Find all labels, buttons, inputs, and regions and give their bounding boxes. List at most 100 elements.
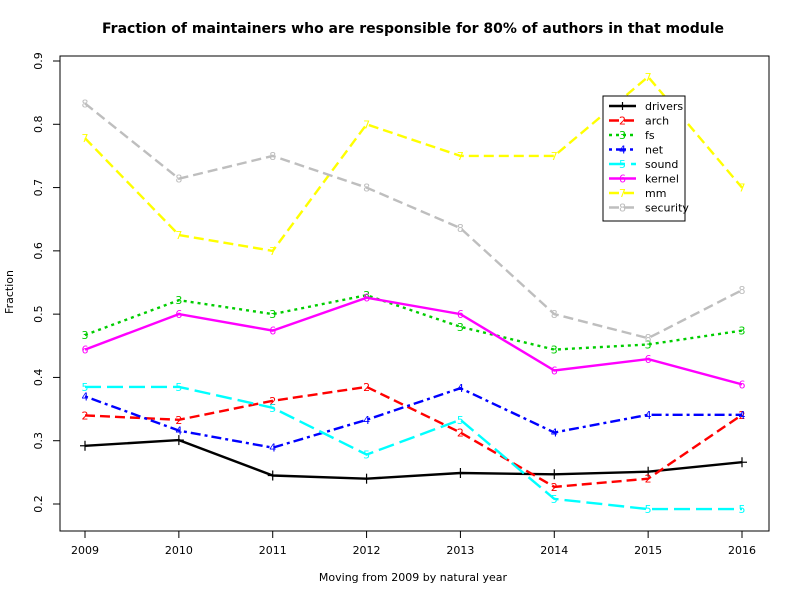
- series-line-drivers: [84, 438, 743, 480]
- data-point-sound: 5: [175, 381, 182, 394]
- data-point-mm: 7: [363, 118, 370, 131]
- series-kernel: 6 6 6 6 6 6 6 6: [82, 292, 746, 392]
- series-security: 8 8 8 8 8 8 8 8: [82, 97, 746, 345]
- series-line-sound: [85, 385, 742, 511]
- data-point-sound: 5: [82, 381, 89, 394]
- x-tick-label: 2009: [71, 544, 99, 557]
- legend-item-security: 8 security: [609, 202, 689, 215]
- data-point-security: 8: [457, 222, 464, 235]
- data-point-sound: 5: [363, 449, 370, 462]
- x-tick-label: 2016: [728, 544, 756, 557]
- data-point-arch: 2: [175, 414, 182, 427]
- data-point-kernel: 6: [645, 353, 652, 366]
- data-point-arch: 2: [82, 409, 89, 422]
- data-point-mm: 7: [551, 150, 558, 163]
- legend-box: [602, 95, 686, 222]
- legend-item-kernel: 6 kernel: [609, 173, 679, 186]
- data-point-arch: 2: [363, 381, 370, 394]
- series-mm: 7 7 7 7 7 7 7 7: [82, 71, 746, 258]
- chart-title: Fraction of maintainers who are responsi…: [102, 21, 724, 37]
- legend-label: arch: [645, 115, 669, 128]
- data-point-mm: 7: [645, 71, 652, 84]
- data-point-kernel: 6: [82, 344, 89, 357]
- legend-marker: 7: [619, 187, 626, 200]
- data-point-net: 4: [739, 409, 746, 422]
- data-point-security: 8: [363, 182, 370, 195]
- y-tick-label: 0.9: [32, 52, 45, 70]
- data-point-arch: 2: [269, 395, 276, 408]
- legend-label: sound: [645, 158, 678, 171]
- series-line-mm: [84, 75, 743, 253]
- series-fs: 3 3 3 3 3 3 3 3: [82, 289, 746, 356]
- y-tick-label: 0.2: [32, 495, 45, 513]
- data-point-drivers: [737, 457, 747, 468]
- plot-area: 2009 2010 2011 2012 2013 2014 2015 2016 0.2 0.3 0.…: [32, 52, 770, 557]
- data-point-fs: 3: [82, 329, 89, 342]
- legend-label: net: [645, 144, 664, 157]
- legend-marker: 4: [619, 144, 626, 157]
- data-point-sound: 5: [739, 503, 746, 516]
- legend-marker: 8: [619, 202, 626, 215]
- data-point-security: 8: [269, 150, 276, 163]
- y-tick-label: 0.6: [32, 242, 45, 260]
- x-tick-label: 2011: [259, 544, 287, 557]
- data-point-mm: 7: [739, 182, 746, 195]
- series-line-kernel: [84, 296, 743, 386]
- legend-item-mm: 7 mm: [609, 187, 666, 200]
- series-line-fs: [84, 293, 743, 351]
- data-point-sound: 5: [551, 493, 558, 506]
- data-point-sound: 5: [645, 503, 652, 516]
- y-tick-label: 0.3: [32, 432, 45, 450]
- legend-item-sound: 5 sound: [609, 158, 678, 171]
- legend-label: kernel: [645, 173, 679, 186]
- data-point-fs: 3: [551, 344, 558, 357]
- data-point-mm: 7: [269, 245, 276, 258]
- data-point-drivers: [455, 467, 466, 478]
- x-tick-label: 2014: [540, 544, 568, 557]
- data-point-drivers: [549, 469, 560, 480]
- data-point-kernel: 6: [269, 325, 276, 338]
- legend-label: fs: [645, 129, 655, 142]
- legend-label: security: [645, 202, 689, 215]
- legend-marker: 6: [619, 173, 626, 186]
- series-sound: 5 5 5 5 5 5 5 5: [82, 381, 746, 516]
- legend-marker: 3: [619, 129, 626, 142]
- data-point-drivers: [80, 440, 90, 451]
- data-point-mm: 7: [175, 229, 182, 242]
- y-tick-label: 0.7: [32, 179, 45, 197]
- data-point-net: 4: [457, 382, 464, 395]
- series-line-security: [84, 102, 743, 340]
- legend-item-arch: 2 arch: [609, 115, 669, 128]
- data-point-fs: 3: [739, 325, 746, 338]
- data-point-kernel: 6: [175, 308, 182, 321]
- x-tick-label: 2013: [446, 544, 474, 557]
- legend-label: mm: [645, 187, 666, 200]
- legend: drivers 2 arch 3 fs 4 net 5 sound 6 kernel 7 mm 8 secu…: [602, 95, 689, 222]
- y-tick-label: 0.8: [32, 116, 45, 133]
- legend-label: drivers: [645, 100, 683, 113]
- data-point-security: 8: [175, 173, 182, 186]
- data-point-drivers: [173, 435, 184, 446]
- x-tick-label: 2015: [634, 544, 662, 557]
- y-tick-label: 0.5: [32, 305, 45, 323]
- data-point-mm: 7: [457, 150, 464, 163]
- data-point-fs: 3: [363, 289, 370, 302]
- data-point-arch: 2: [457, 426, 464, 439]
- legend-item-net: 4 net: [609, 144, 664, 157]
- data-point-arch: 2: [645, 473, 652, 486]
- legend-item-drivers: drivers: [609, 100, 683, 113]
- legend-marker: 2: [619, 115, 626, 128]
- data-point-kernel: 6: [363, 292, 370, 305]
- series-line-net: [84, 386, 742, 449]
- data-point-net: 4: [363, 414, 370, 427]
- data-point-drivers: [267, 470, 278, 481]
- legend-item-fs: 3 fs: [609, 129, 655, 142]
- data-point-fs: 3: [645, 339, 652, 352]
- data-point-kernel: 6: [551, 364, 558, 377]
- series-drivers: [80, 435, 747, 484]
- data-point-net: 4: [551, 426, 558, 439]
- data-point-security: 8: [551, 308, 558, 321]
- data-point-security: 8: [645, 332, 652, 345]
- data-point-kernel: 6: [457, 308, 464, 321]
- data-point-sound: 5: [457, 414, 464, 427]
